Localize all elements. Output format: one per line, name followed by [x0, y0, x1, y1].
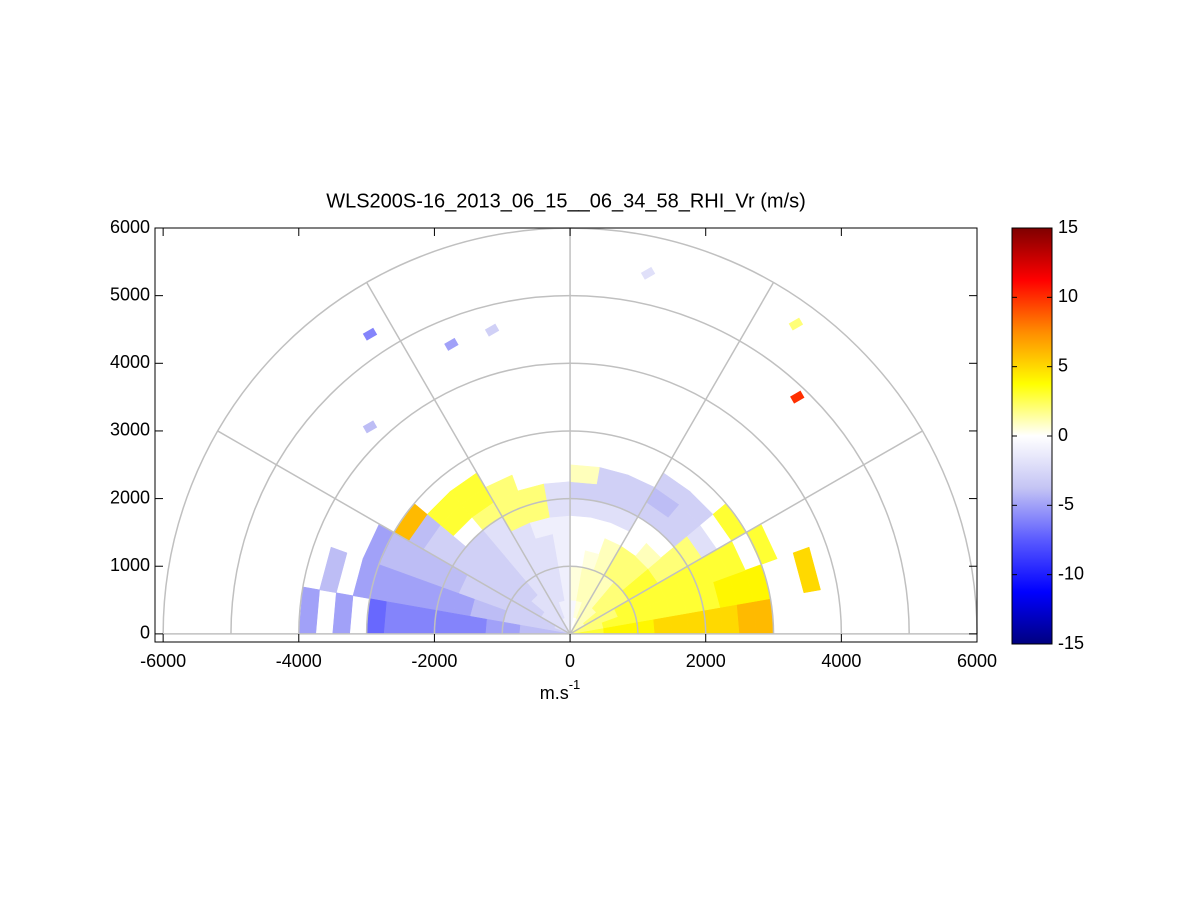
- cell: [400, 604, 421, 635]
- cell: [546, 498, 571, 518]
- cell: [417, 607, 437, 635]
- y-tick-label: 5000: [110, 284, 150, 304]
- colorbar-tick-label: -15: [1058, 633, 1084, 653]
- y-tick-label: 2000: [110, 487, 150, 507]
- plot-frame: [154, 227, 978, 643]
- y-tick-label: 1000: [110, 555, 150, 575]
- x-tick-label: -2000: [411, 651, 457, 671]
- cell: [753, 598, 774, 635]
- isolated-return: [444, 337, 459, 351]
- x-axis-label-exponent: -1: [569, 677, 581, 692]
- grid-spoke: [569, 430, 923, 635]
- colorbar: [1011, 227, 1053, 645]
- cell: [635, 542, 662, 569]
- x-axis-label: m.s-1: [540, 677, 581, 702]
- cell: [569, 464, 600, 485]
- isolated-return: [362, 327, 378, 341]
- cell: [332, 592, 354, 635]
- cell: [468, 615, 487, 635]
- colorbar-tick-label: 15: [1058, 217, 1078, 237]
- colorbar-tick-label: -5: [1058, 494, 1074, 514]
- grid-spoke: [365, 282, 571, 635]
- y-tick-label: 0: [140, 623, 150, 643]
- isolated-return: [362, 420, 378, 434]
- y-tick-label: 3000: [110, 420, 150, 440]
- cell: [383, 601, 404, 635]
- y-tick-label: 6000: [110, 217, 150, 237]
- x-tick-label: 6000: [957, 651, 997, 671]
- cell: [569, 481, 597, 501]
- y-tick-label: 4000: [110, 352, 150, 372]
- colorbar-tick-label: 5: [1058, 355, 1068, 375]
- cell: [703, 607, 723, 635]
- isolated-return: [484, 323, 500, 337]
- cell: [434, 610, 454, 635]
- x-tick-label: 0: [565, 651, 575, 671]
- chart-title: WLS200S-16_2013_06_15__06_34_58_RHI_Vr (…: [326, 190, 806, 212]
- isolated-return: [790, 390, 805, 404]
- cell: [549, 515, 571, 535]
- grid-spoke: [569, 282, 775, 635]
- cell: [543, 481, 571, 501]
- cell: [366, 598, 387, 635]
- isolated-return: [788, 317, 804, 331]
- colorbar-tick-label: -10: [1058, 563, 1084, 583]
- cell: [720, 604, 740, 635]
- colorbar-tick-label: 10: [1058, 286, 1078, 306]
- cell: [792, 546, 821, 594]
- x-tick-label: 2000: [686, 651, 726, 671]
- x-tick-label: 4000: [821, 651, 861, 671]
- cell: [736, 601, 757, 635]
- colorbar-tick-label: 0: [1058, 425, 1068, 445]
- x-axis-label-base: m.s: [540, 683, 569, 703]
- isolated-return: [640, 266, 656, 280]
- x-tick-label: -4000: [276, 651, 322, 671]
- x-tick-label: -6000: [140, 651, 186, 671]
- grid-spoke: [217, 430, 571, 635]
- cell: [686, 610, 706, 635]
- cell: [669, 613, 690, 635]
- cell: [569, 498, 594, 518]
- cell: [451, 613, 471, 635]
